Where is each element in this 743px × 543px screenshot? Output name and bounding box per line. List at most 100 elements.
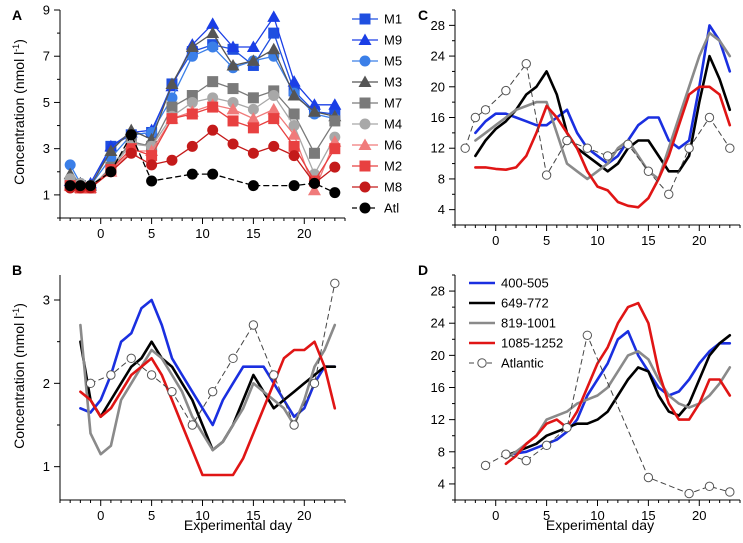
panel-c-line-819-1001 [474,31,732,181]
panel-a-point-atl [64,180,76,192]
panel-b-point-atlantic [309,378,320,389]
panel-a-point-m4 [288,120,300,132]
panel-d-legend: 400-505 649-772 819-1001 1085-1252 Atlantic [469,276,563,371]
panel-b-series-1085-1252 [79,340,337,477]
panel-c-point-atlantic [684,143,694,153]
panel-d-xtick-label: 15 [641,508,655,523]
panel-a-chart: 1 3 5 7 9 0 5 10 15 20 A M1 M9 M5 M3 M7 M4 M6 M2 M8 Atl [12,3,402,242]
panel-a-ytick-label: 1 [43,187,50,202]
panel-a-point-atl [186,168,198,180]
legend-d-label-400-505: 400-505 [501,276,549,291]
panel-a-point-m4 [186,96,198,108]
panel-a-point-atl [85,180,97,192]
panel-a-point-m4 [227,96,239,108]
panel-a-point-atl [207,168,219,180]
legend-a-marker-m7 [359,97,371,109]
panel-b-point-atlantic [106,370,116,380]
panel-c-xtick-label: 0 [492,233,499,248]
panel-a-label: A [12,7,22,23]
panel-d-line-atlantic [485,334,731,495]
panel-a-point-m7 [207,76,219,88]
panel-d-ytick-label: 28 [431,284,445,299]
legend-a-label-m3: M3 [384,75,402,90]
panel-a-point-m9 [307,98,321,110]
panel-a-ytick-label: 3 [43,141,50,156]
legend-a-marker-m4 [359,118,371,130]
panel-a-point-atl [329,187,341,199]
panel-d-line-819-1001 [504,349,732,460]
panel-a-point-m2 [166,113,178,125]
panel-a-point-m5 [207,41,219,53]
panel-a-point-m9 [287,75,301,87]
panel-a-xtick-label: 5 [148,226,155,241]
panel-a-point-m7 [227,83,239,95]
panel-d-point-atlantic [480,460,491,471]
panel-b-series-400-505 [79,298,337,427]
panel-d-point-atlantic [562,422,572,433]
panel-a-point-m7 [288,108,300,120]
panel-a-point-m7 [308,147,320,159]
panel-a-point-m9 [267,10,281,22]
panel-a-point-m2 [288,140,300,152]
legend-d-label-819-1001: 819-1001 [501,316,556,331]
panel-b-point-atlantic [248,320,259,330]
panel-a-point-m3 [267,42,281,55]
panel-b-series-649-772 [79,340,337,452]
panel-a-point-m8 [186,140,198,152]
legend-a-marker-m1 [359,13,371,25]
panel-d-point-atlantic [684,488,694,499]
panel-d-xtick-label: 5 [543,508,550,523]
panel-d-xtick-label: 20 [692,508,706,523]
panel-a-point-m7 [166,101,178,113]
panel-d-point-atlantic [643,472,654,483]
panel-c-xtick-label: 15 [641,233,655,248]
panel-a-xtick-label: 20 [297,226,311,241]
panel-c-point-atlantic [582,143,593,153]
panel-a-point-m3 [287,89,301,101]
panel-a-point-m9 [206,17,220,29]
panel-a-point-m2 [146,150,158,162]
panel-a-point-m3 [165,77,179,89]
panel-a-point-m9 [226,40,240,52]
legend-d-label-1085-1252: 1085-1252 [501,336,563,351]
panel-a-ytick-label: 7 [43,49,50,64]
panel-c-point-atlantic [521,59,531,69]
legend-a-marker-m8 [359,181,371,193]
panel-c-point-atlantic [704,112,715,123]
panel-b-xtick-label: 10 [195,508,209,523]
panel-a-point-m6 [287,128,301,140]
panel-a-ytick-label: 5 [43,95,50,110]
panel-a-point-m5 [166,92,178,104]
panel-a-ytick-label: 9 [43,3,50,18]
panel-c-ytick-label: 20 [431,79,445,94]
panel-d-series-1085-1252 [504,301,732,466]
panel-a-point-m3 [307,105,321,117]
panel-a-point-m4 [207,92,219,104]
panel-d-line-649-772 [504,333,732,458]
legend-a-label-m4: M4 [384,117,402,132]
panel-a-point-m9 [246,40,260,52]
panel-c-ytick-label: 16 [431,110,445,125]
panel-d-point-atlantic [582,330,593,340]
panel-a-point-m8 [247,147,259,159]
panel-d-ytick-label: 8 [438,444,445,459]
panel-d-point-atlantic [501,449,511,459]
panel-c-chart: 4 8 12 16 20 24 28 0 5 10 15 20 C [418,7,741,248]
panel-c-line-1085-1252 [474,85,732,209]
panel-a-point-atl [146,175,158,187]
panel-c-point-atlantic [623,139,633,150]
panel-c-series-400-505 [474,24,732,165]
legend-a-label-m5: M5 [384,54,402,69]
panel-a-point-m2 [186,108,198,120]
panel-d-series-819-1001 [504,349,732,460]
panel-c-point-atlantic [480,105,491,115]
x-axis-title-b: Experimental day [184,517,292,533]
panel-c-label: C [418,7,428,23]
panel-c-point-atlantic [541,170,552,180]
panel-a-point-atl [247,180,259,192]
panel-a-point-atl [308,177,320,189]
legend-d-marker-atlantic [477,358,487,368]
legend-a-label-m1: M1 [384,12,402,27]
panel-a-point-m8 [125,147,137,159]
panel-a-point-m8 [329,161,341,173]
